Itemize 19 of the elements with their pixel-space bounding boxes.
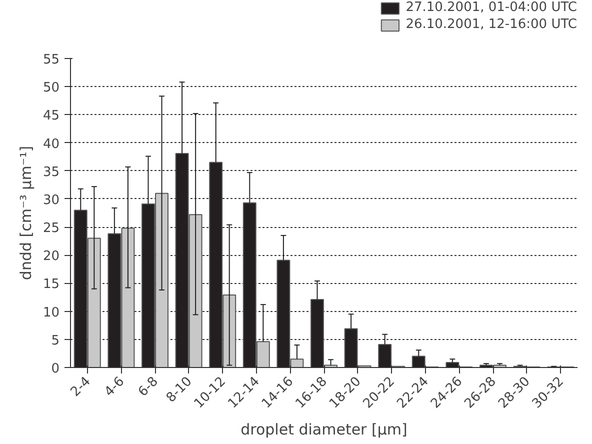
y-tick-label: 25 xyxy=(42,221,60,236)
x-tick-label: 2-4 xyxy=(68,374,94,400)
y-tick-label: 35 xyxy=(42,164,60,180)
y-tick-label: 40 xyxy=(42,136,60,152)
x-tick-label: 4-6 xyxy=(102,374,128,400)
legend-label: 26.10.2001, 12-16:00 UTC xyxy=(406,17,577,32)
y-tick-label: 10 xyxy=(42,305,60,320)
y-axis-title: dndd [cm⁻³ µm⁻¹] xyxy=(16,146,35,280)
y-tick-label: 20 xyxy=(42,249,60,264)
y-tick-label: 45 xyxy=(42,108,60,124)
y-tick-label: 55 xyxy=(42,52,60,68)
legend-label: 27.10.2001, 01-04:00 UTC xyxy=(406,0,577,15)
y-tick-label: 0 xyxy=(51,362,60,376)
x-tick-label: 6-8 xyxy=(136,374,162,400)
y-tick-label: 15 xyxy=(42,277,60,292)
y-tick-label: 30 xyxy=(42,192,60,208)
y-tick-label: 50 xyxy=(42,80,60,96)
y-tick-label: 5 xyxy=(51,333,60,348)
x-axis-title: droplet diameter [µm] xyxy=(240,420,408,438)
